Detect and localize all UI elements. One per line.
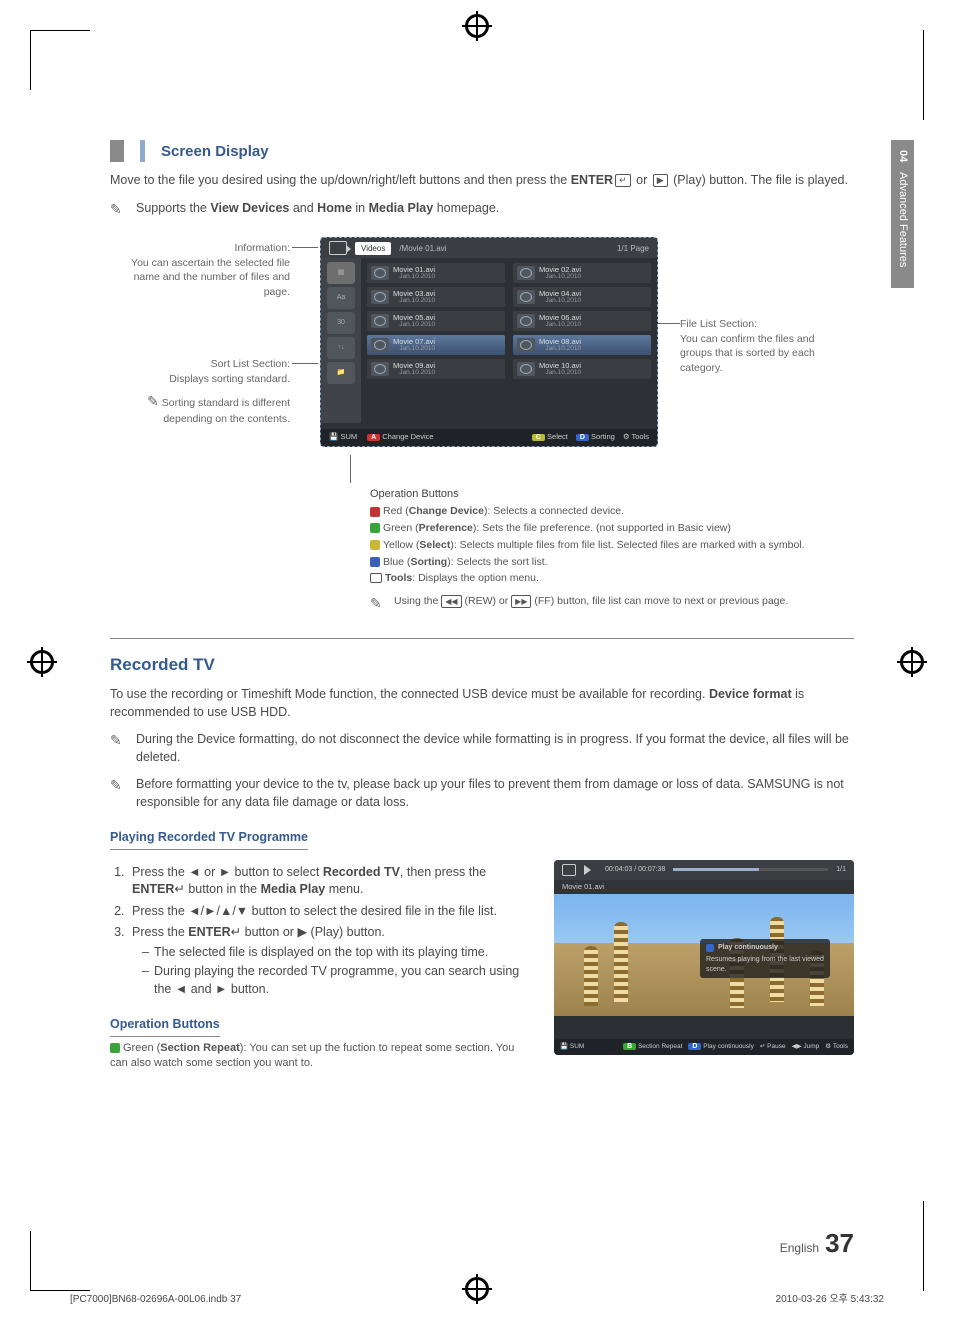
section-title: Screen Display: [161, 141, 269, 162]
file-item[interactable]: Movie 09.aviJan.10.2010: [367, 359, 505, 379]
section-title-recorded-tv: Recorded TV: [110, 653, 854, 677]
file-path: /Movie 01.avi: [399, 243, 446, 254]
file-item[interactable]: Movie 03.aviJan.10.2010: [367, 287, 505, 307]
file-item[interactable]: Movie 08.aviJan.10.2010: [513, 335, 651, 355]
crop-mark: [30, 30, 90, 90]
crop-mark: [30, 1231, 90, 1291]
callout-sortnote: ✎ Sorting standard is different dependin…: [110, 392, 290, 426]
sort-item[interactable]: ↑↓: [327, 337, 355, 359]
step-3: Press the ENTER↵ button or ▶ (Play) butt…: [128, 924, 534, 998]
play-icon: [584, 865, 591, 875]
sort-item[interactable]: ▦: [327, 262, 355, 284]
section-marker-bar: [140, 140, 145, 162]
callout-line: [658, 323, 680, 324]
callout-information: Information: You can ascertain the selec…: [110, 241, 290, 300]
operation-buttons-title: Operation Buttons: [370, 487, 854, 502]
sort-item[interactable]: 30: [327, 312, 355, 334]
progress-bar[interactable]: [673, 868, 828, 871]
file-item[interactable]: Movie 07.aviJan.10.2010: [367, 335, 505, 355]
registration-mark: [900, 650, 924, 674]
sort-item[interactable]: Aa: [327, 287, 355, 309]
format-note-1: ✎During the Device formatting, do not di…: [110, 731, 854, 766]
playback-time: 00:04:03 / 00:07:38: [605, 865, 665, 875]
videos-player: Videos /Movie 01.avi 1/1 Page ▦ Aa 30 ↑↓…: [320, 237, 658, 447]
playback-header: 00:04:03 / 00:07:38 1/1: [554, 860, 854, 880]
supports-note: ✎ Supports the View Devices and Home in …: [110, 200, 854, 220]
callout-filelist: File List Section: You can confirm the f…: [680, 317, 830, 376]
operation-buttons-block: Operation Buttons Red (Change Device): S…: [370, 487, 854, 613]
playing-recorded-title: Playing Recorded TV Programme: [110, 829, 308, 850]
print-timestamp: 2010-03-26 오후 5:43:32: [776, 1293, 884, 1307]
section-header: Screen Display: [110, 140, 854, 162]
divider: [110, 638, 854, 639]
crop-mark: [923, 1201, 924, 1291]
intro-text: Move to the file you desired using the u…: [110, 172, 854, 190]
videos-figure: Information: You can ascertain the selec…: [110, 237, 854, 477]
playback-filename: Movie 01.avi: [554, 880, 854, 895]
step-1: Press the ◄ or ► button to select Record…: [128, 864, 534, 899]
playback-page: 1/1: [836, 865, 846, 875]
file-item[interactable]: Movie 04.aviJan.10.2010: [513, 287, 651, 307]
chapter-number: 04: [895, 150, 910, 162]
sort-item[interactable]: 📁: [327, 362, 355, 384]
format-note-2: ✎Before formatting your device to the tv…: [110, 776, 854, 811]
videos-badge: Videos: [355, 242, 391, 255]
print-file: [PC7000]BN68-02696A-00L06.indb 37: [70, 1293, 241, 1307]
file-item[interactable]: Movie 10.aviJan.10.2010: [513, 359, 651, 379]
registration-mark: [30, 650, 54, 674]
section-marker-icon: [110, 140, 124, 162]
note-icon: ✎: [110, 200, 126, 220]
steps-column: Press the ◄ or ► button to select Record…: [110, 860, 534, 1072]
operation-buttons-title-2: Operation Buttons: [110, 1016, 220, 1037]
chapter-label: Advanced Features: [895, 172, 910, 267]
camera-icon: [329, 241, 347, 255]
chapter-tab: 04 Advanced Features: [891, 140, 914, 288]
play-continuously-callout: Play continuously Resumes playing from t…: [700, 939, 830, 978]
camera-icon: [562, 864, 576, 876]
footer-language: English: [780, 1240, 819, 1257]
sort-column: ▦ Aa 30 ↑↓ 📁: [321, 258, 361, 423]
callout-sortlist: Sort List Section: Displays sorting stan…: [110, 357, 290, 386]
playback-figure: 00:04:03 / 00:07:38 1/1 Movie 01.avi Pla…: [554, 860, 854, 1055]
registration-mark: [465, 14, 489, 38]
playback-footer: 💾 SUM B Section Repeat D Play continuous…: [554, 1039, 854, 1055]
step-2: Press the ◄/►/▲/▼ button to select the d…: [128, 903, 534, 921]
file-item[interactable]: Movie 05.aviJan.10.2010: [367, 311, 505, 331]
file-grid: Movie 01.aviJan.10.2010 Movie 02.aviJan.…: [361, 258, 657, 423]
callout-line: [292, 363, 318, 364]
step-3b: During playing the recorded TV programme…: [142, 963, 534, 998]
player-footer: 💾 SUM A Change Device C Select D Sorting…: [321, 429, 657, 446]
file-item[interactable]: Movie 06.aviJan.10.2010: [513, 311, 651, 331]
page-footer: English 37: [110, 1225, 854, 1261]
page-counter: 1/1 Page: [617, 243, 649, 254]
recorded-tv-intro: To use the recording or Timeshift Mode f…: [110, 686, 854, 721]
playback-thumbnail: Play continuously Resumes playing from t…: [554, 894, 854, 1016]
print-footer: [PC7000]BN68-02696A-00L06.indb 37 2010-0…: [70, 1293, 884, 1307]
step-3a: The selected file is displayed on the to…: [142, 944, 534, 962]
player-header: Videos /Movie 01.avi 1/1 Page: [321, 238, 657, 258]
note-icon: ✎: [370, 594, 386, 614]
file-item[interactable]: Movie 01.aviJan.10.2010: [367, 263, 505, 283]
callout-line: [292, 247, 318, 248]
operation-buttons-text-2: Green (Section Repeat): You can set up t…: [110, 1041, 534, 1072]
crop-mark: [923, 30, 924, 120]
file-item[interactable]: Movie 02.aviJan.10.2010: [513, 263, 651, 283]
page-number: 37: [825, 1225, 854, 1261]
